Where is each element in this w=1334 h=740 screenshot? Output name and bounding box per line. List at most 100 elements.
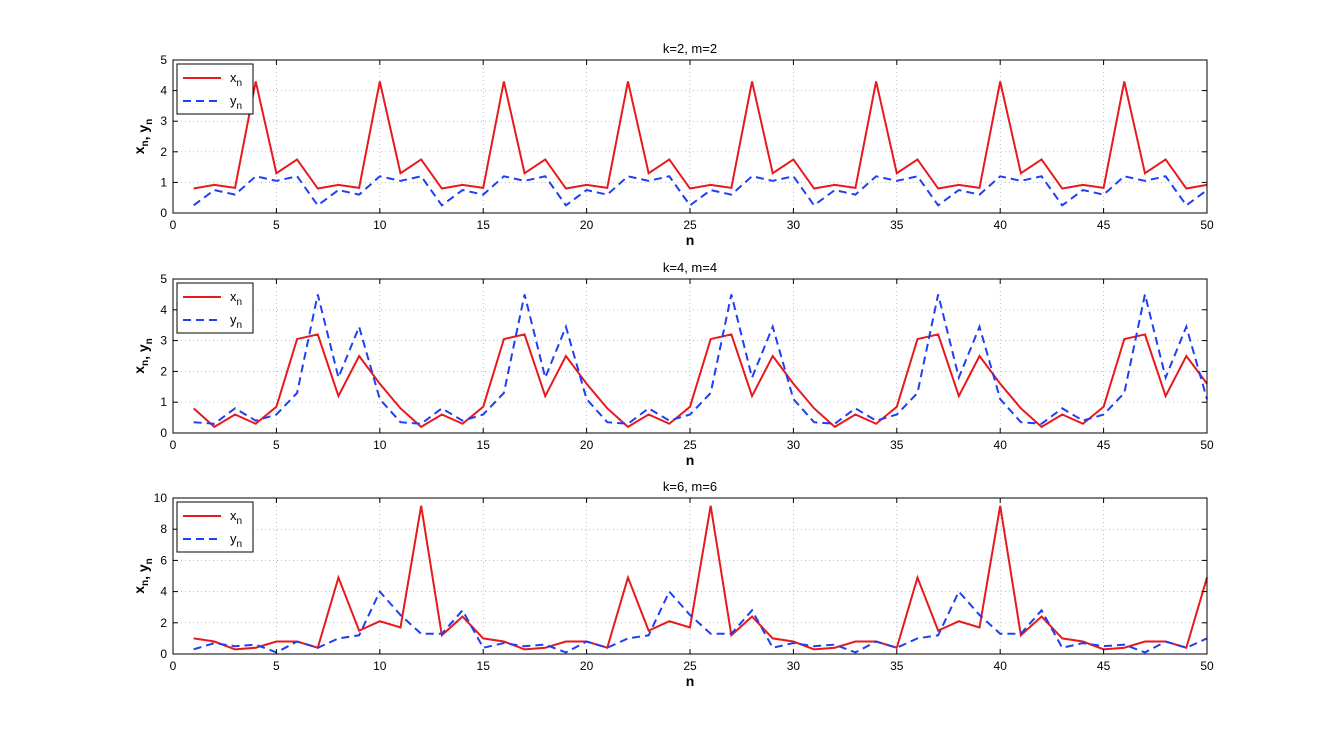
y-axis-label: xn, yn xyxy=(131,338,155,374)
legend-label-main: x xyxy=(230,289,237,304)
legend: x nyn xyxy=(176,282,254,334)
y-label-part: , y xyxy=(135,564,151,580)
y-tick-label: 6 xyxy=(160,553,167,567)
x-tick-label: 35 xyxy=(890,659,904,673)
y-tick-label: 0 xyxy=(160,206,167,220)
y-tick-label: 3 xyxy=(160,334,167,348)
x-tick-label: 15 xyxy=(477,218,491,232)
x-axis-label: n xyxy=(686,232,695,248)
legend-label-main: x xyxy=(230,508,237,523)
legend-label-subscript: n xyxy=(237,320,243,331)
x-tick-label: 5 xyxy=(273,659,280,673)
x-tick-label: 40 xyxy=(994,218,1008,232)
y-tick-label: 2 xyxy=(160,364,167,378)
y-tick-label: 1 xyxy=(160,395,167,409)
x-tick-label: 10 xyxy=(373,218,387,232)
y-tick-label: 2 xyxy=(160,145,167,159)
x-axis-label: n xyxy=(686,673,695,689)
x-tick-label: 50 xyxy=(1200,659,1214,673)
y-label-part: , y xyxy=(135,344,151,360)
y-tick-label: 4 xyxy=(160,84,167,98)
legend-label-main: y xyxy=(230,312,237,327)
x-tick-label: 20 xyxy=(580,438,594,452)
series-line-xn xyxy=(193,505,1208,651)
y-tick-label: 0 xyxy=(160,426,167,440)
series-line-xn xyxy=(193,333,1208,429)
y-label-subscript: n xyxy=(140,140,151,146)
legend-box xyxy=(176,63,254,115)
x-tick-label: 20 xyxy=(580,218,594,232)
x-tick-label: 45 xyxy=(1097,659,1111,673)
legend-label-subscript: n xyxy=(237,516,243,527)
x-tick-label: 45 xyxy=(1097,218,1111,232)
y-label-subscript: n xyxy=(144,119,155,125)
x-tick-label: 30 xyxy=(787,218,801,232)
legend-label-yn: yn xyxy=(230,312,242,331)
legend-label-yn: yn xyxy=(230,531,242,550)
x-tick-label: 20 xyxy=(580,659,594,673)
x-axis-label: n xyxy=(686,452,695,468)
y-tick-label: 2 xyxy=(160,616,167,630)
x-tick-label: 5 xyxy=(273,218,280,232)
x-tick-label: 40 xyxy=(994,659,1008,673)
y-axis-label: xn, yn xyxy=(131,119,155,155)
x-tick-label: 25 xyxy=(683,659,697,673)
x-tick-label: 40 xyxy=(994,438,1008,452)
chart-title: k=2, m=2 xyxy=(663,41,717,56)
legend-label-main: x xyxy=(230,70,237,85)
x-tick-label: 10 xyxy=(373,659,387,673)
chart-title: k=4, m=4 xyxy=(663,260,717,275)
y-tick-label: 1 xyxy=(160,175,167,189)
x-tick-label: 35 xyxy=(890,438,904,452)
y-tick-label: 4 xyxy=(160,585,167,599)
chart-title: k=6, m=6 xyxy=(663,479,717,494)
legend-label-subscript: n xyxy=(237,539,243,550)
legend-label-xn: xn xyxy=(230,508,242,527)
series-line-yn xyxy=(193,294,1208,425)
y-label-part: x xyxy=(131,366,147,374)
y-tick-label: 8 xyxy=(160,522,167,536)
y-label-subscript: n xyxy=(144,338,155,344)
y-label-part: x xyxy=(131,586,147,594)
legend-box xyxy=(176,282,254,334)
legend-label-main: y xyxy=(230,93,237,108)
y-tick-label: 0 xyxy=(160,647,167,661)
x-tick-label: 30 xyxy=(787,438,801,452)
x-tick-label: 10 xyxy=(373,438,387,452)
y-label-subscript: n xyxy=(140,360,151,366)
y-label-subscript: n xyxy=(140,580,151,586)
y-tick-label: 3 xyxy=(160,114,167,128)
y-axis-label: xn, yn xyxy=(131,558,155,594)
x-tick-label: 15 xyxy=(477,659,491,673)
y-tick-label: 4 xyxy=(160,303,167,317)
x-tick-label: 35 xyxy=(890,218,904,232)
y-tick-label: 10 xyxy=(154,491,168,505)
x-tick-label: 0 xyxy=(170,438,177,452)
legend-label-subscript: n xyxy=(237,78,243,89)
y-label-part: , y xyxy=(135,125,151,141)
legend-label-yn: yn xyxy=(230,93,242,112)
x-tick-label: 50 xyxy=(1200,218,1214,232)
y-tick-label: 5 xyxy=(160,272,167,286)
x-tick-label: 30 xyxy=(787,659,801,673)
x-tick-label: 50 xyxy=(1200,438,1214,452)
series-line-yn xyxy=(193,589,1208,654)
x-tick-label: 0 xyxy=(170,659,177,673)
legend-box xyxy=(176,501,254,553)
y-label-subscript: n xyxy=(144,558,155,564)
x-tick-label: 5 xyxy=(273,438,280,452)
series-line-yn xyxy=(193,175,1208,207)
x-tick-label: 45 xyxy=(1097,438,1111,452)
legend-label-subscript: n xyxy=(237,101,243,112)
x-tick-label: 25 xyxy=(683,438,697,452)
x-tick-label: 15 xyxy=(477,438,491,452)
legend-label-xn: xn xyxy=(230,70,242,89)
x-tick-label: 0 xyxy=(170,218,177,232)
series-line-xn xyxy=(193,81,1208,190)
